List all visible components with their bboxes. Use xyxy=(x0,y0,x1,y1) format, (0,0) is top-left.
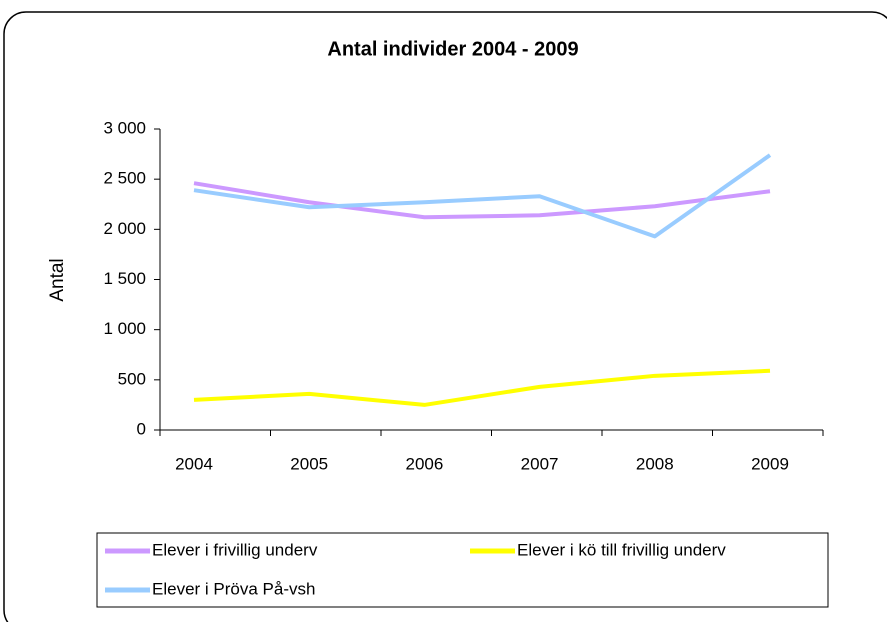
legend xyxy=(96,532,829,608)
x-tick-label: 2008 xyxy=(636,454,674,473)
y-tick-label: 0 xyxy=(137,419,146,438)
y-tick-label: 1 000 xyxy=(103,319,146,338)
chart-frame xyxy=(3,11,887,622)
x-tick-label: 2009 xyxy=(751,454,789,473)
series-line xyxy=(193,153,772,239)
chart-title: Antal individer 2004 - 2009 xyxy=(327,38,578,60)
legend-label: Elever i Pröva På-vsh xyxy=(152,579,315,598)
y-tick-label: 2 500 xyxy=(103,169,146,188)
y-tick-label: 2 000 xyxy=(103,219,146,238)
x-tick-label: 2007 xyxy=(521,454,559,473)
y-axis-label: Antal xyxy=(47,258,68,301)
legend-label: Elever i kö till frivillig underv xyxy=(517,540,726,559)
y-tick-label: 3 000 xyxy=(103,118,146,137)
y-tick-label: 500 xyxy=(118,369,146,388)
series-line xyxy=(193,368,771,407)
legend-label: Elever i frivillig underv xyxy=(152,540,318,559)
x-tick-label: 2006 xyxy=(405,454,443,473)
y-tick-label: 1 500 xyxy=(103,269,146,288)
series-line xyxy=(193,181,771,220)
x-tick-label: 2004 xyxy=(175,454,213,473)
x-tick-label: 2005 xyxy=(290,454,328,473)
